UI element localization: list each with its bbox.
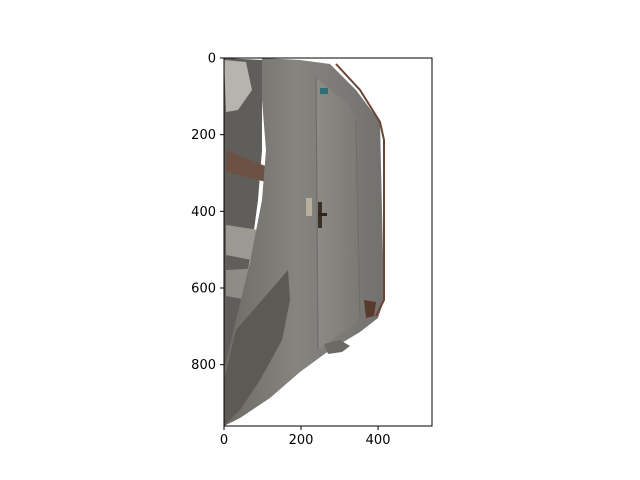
plot-area xyxy=(223,57,433,427)
x-axis: 0 200 400 xyxy=(220,426,391,448)
x-tick-label: 400 xyxy=(366,433,391,448)
y-tick-label: 0 xyxy=(208,52,216,67)
x-tick-label: 0 xyxy=(220,433,228,448)
left-wall-region xyxy=(224,58,262,380)
right-bottom-brown xyxy=(364,300,376,318)
door-frame-trim xyxy=(335,63,385,317)
door-right-edge xyxy=(355,119,361,319)
door-left-edge xyxy=(315,77,319,351)
axes-frame xyxy=(223,57,433,427)
teal-mark xyxy=(320,88,328,94)
y-tick-label: 600 xyxy=(191,282,216,297)
y-tick-label: 800 xyxy=(191,358,216,373)
wall-lower-shadow xyxy=(224,270,290,426)
y-tick-label: 200 xyxy=(191,128,216,143)
y-axis: 0 200 400 600 800 xyxy=(191,52,224,373)
point-cloud-image xyxy=(224,58,385,426)
y-tick-label: 400 xyxy=(191,205,216,220)
left-debris-light xyxy=(224,60,252,112)
bottom-scatter xyxy=(324,340,350,354)
x-tick-label: 200 xyxy=(289,433,314,448)
light-switch xyxy=(306,198,312,216)
door-handle-lever xyxy=(318,213,327,216)
door-panel xyxy=(316,78,362,350)
